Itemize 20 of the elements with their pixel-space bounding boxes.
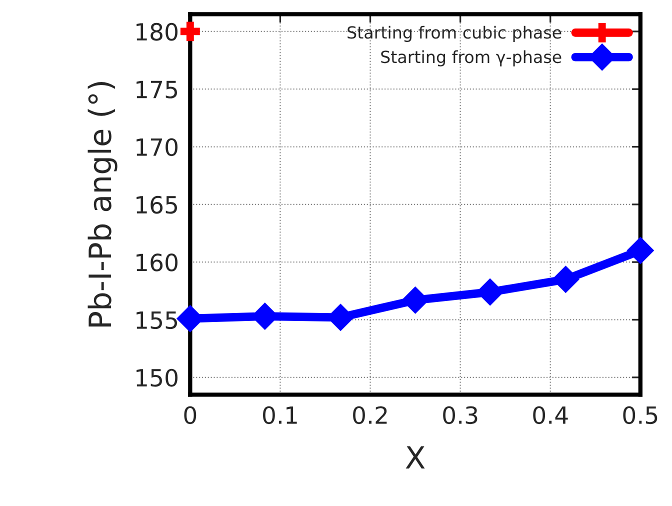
y-tick-label: 165 — [136, 196, 177, 214]
y-tick-label: 170 — [136, 138, 178, 156]
y-tick-label: 180 — [136, 22, 178, 41]
point — [180, 22, 200, 42]
x-tick-label: 0.3 — [443, 406, 478, 424]
point — [626, 237, 654, 264]
y-tick-label: 175 — [136, 80, 177, 98]
x-tick-label: 0.1 — [263, 406, 297, 424]
legend-label: Starting from cubic phase — [348, 26, 562, 42]
point — [552, 266, 580, 293]
y-tick-label: 150 — [136, 368, 178, 387]
x-tick-label: 0.5 — [623, 406, 658, 424]
x-tick-label: 0 — [184, 406, 196, 424]
x-tick-label: 0.4 — [533, 406, 568, 424]
x-tick-label: 0.2 — [353, 406, 387, 424]
x-axis-title: X — [406, 446, 425, 469]
y-axis-title: Pb-I-Pb angle (°) — [88, 82, 118, 326]
y-tick-label: 160 — [136, 254, 178, 272]
y-tick-label: 155 — [136, 311, 177, 330]
legend-label: Starting from γ-phase — [381, 50, 562, 66]
